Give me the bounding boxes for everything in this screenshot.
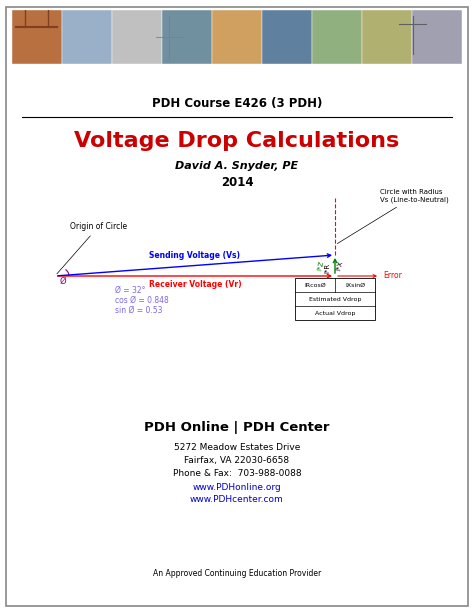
Bar <box>112 10 162 64</box>
Bar <box>212 10 262 64</box>
Text: Origin of Circle: Origin of Circle <box>57 222 127 274</box>
Text: Sending Voltage (Vs): Sending Voltage (Vs) <box>149 251 240 259</box>
Text: cos Ø = 0.848: cos Ø = 0.848 <box>115 296 169 305</box>
Text: Receiver Voltage (Vr): Receiver Voltage (Vr) <box>149 280 241 289</box>
Text: www.PDHcenter.com: www.PDHcenter.com <box>190 495 284 504</box>
Text: I*R: I*R <box>324 263 330 273</box>
Text: Estimated Vdrop: Estimated Vdrop <box>309 297 361 302</box>
Bar <box>162 10 212 64</box>
Text: PDH Online | PDH Center: PDH Online | PDH Center <box>144 422 330 435</box>
Bar <box>312 10 362 64</box>
Bar <box>62 10 112 64</box>
Text: Voltage Drop Calculations: Voltage Drop Calculations <box>74 131 400 151</box>
Text: I*X: I*X <box>336 260 344 271</box>
Text: Error: Error <box>383 272 402 281</box>
Text: Fairfax, VA 22030-6658: Fairfax, VA 22030-6658 <box>184 457 290 465</box>
Text: Circle with Radius
Vs (Line-to-Neutral): Circle with Radius Vs (Line-to-Neutral) <box>337 189 449 243</box>
Text: An Approved Continuing Education Provider: An Approved Continuing Education Provide… <box>153 568 321 577</box>
Bar <box>262 10 312 64</box>
Text: IXsinØ: IXsinØ <box>345 283 365 287</box>
Bar <box>412 10 462 64</box>
Text: 2014: 2014 <box>221 177 253 189</box>
Text: www.PDHonline.org: www.PDHonline.org <box>192 482 282 492</box>
Text: Phone & Fax:  703-988-0088: Phone & Fax: 703-988-0088 <box>173 470 301 479</box>
Bar <box>362 10 412 64</box>
Bar <box>12 10 62 64</box>
Text: Actual Vdrop: Actual Vdrop <box>315 311 355 316</box>
Bar <box>295 278 375 320</box>
Text: PDH Course E426 (3 PDH): PDH Course E426 (3 PDH) <box>152 96 322 110</box>
Text: David A. Snyder, PE: David A. Snyder, PE <box>175 161 299 171</box>
Text: sin Ø = 0.53: sin Ø = 0.53 <box>115 306 163 315</box>
Text: IRcosØ: IRcosØ <box>304 283 326 287</box>
Text: Ø = 32°: Ø = 32° <box>115 286 146 295</box>
Text: Ø: Ø <box>60 277 67 286</box>
Text: 5272 Meadow Estates Drive: 5272 Meadow Estates Drive <box>174 443 300 452</box>
Text: I*Z: I*Z <box>317 260 325 271</box>
